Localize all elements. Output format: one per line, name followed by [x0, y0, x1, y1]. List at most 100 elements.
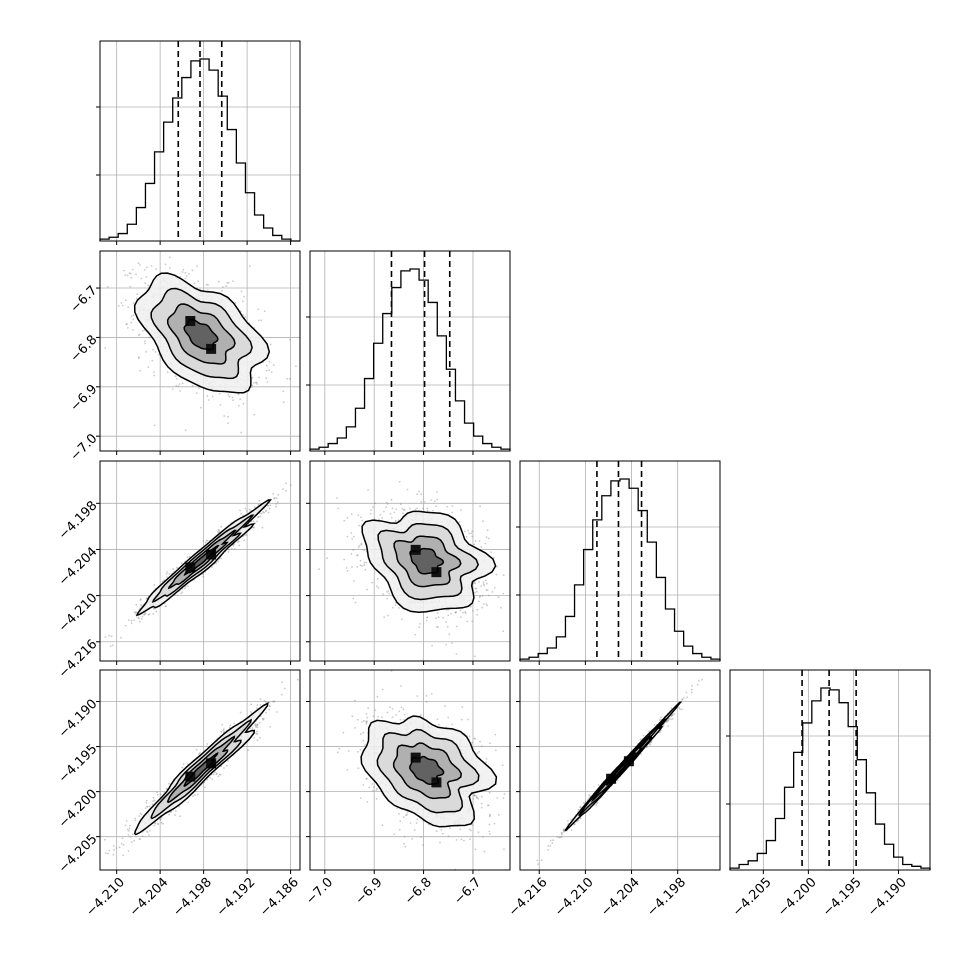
scatter-point: [202, 575, 205, 578]
scatter-point: [181, 562, 183, 564]
scatter-point: [165, 573, 168, 575]
scatter-point: [484, 542, 487, 545]
contour-line: [151, 514, 255, 603]
scatter-point: [154, 351, 157, 353]
scatter-point: [133, 619, 136, 621]
scatter-point: [153, 583, 156, 586]
scatter-point: [140, 618, 143, 620]
scatter-point: [445, 643, 447, 646]
scatter-point: [220, 557, 223, 560]
scatter-point: [261, 717, 264, 720]
scatter-point: [172, 388, 174, 390]
scatter-point: [436, 626, 438, 629]
scatter-point: [266, 381, 269, 383]
scatter-point: [188, 272, 190, 275]
scatter-point: [351, 566, 353, 568]
scatter-point: [268, 360, 271, 363]
scatter-point: [381, 517, 384, 519]
contour-line: [409, 547, 445, 575]
scatter-point: [272, 493, 274, 495]
scatter-point: [286, 377, 289, 380]
scatter-point: [458, 521, 461, 523]
scatter-point: [383, 616, 386, 618]
scatter-point: [202, 573, 204, 575]
scatter-point: [496, 565, 498, 568]
scatter-point: [211, 395, 214, 398]
scatter-point: [464, 612, 467, 615]
scatter-point: [390, 516, 393, 519]
scatter-point: [398, 480, 401, 483]
scatter-point: [363, 561, 366, 564]
scatter-point: [485, 603, 488, 605]
scatter-point: [230, 547, 233, 550]
panel-content: [104, 256, 297, 434]
scatter-point: [151, 359, 154, 362]
scatter-point: [369, 512, 372, 515]
contour-line: [377, 523, 480, 601]
scatter-point: [243, 295, 246, 298]
scatter-point: [263, 699, 266, 702]
scatter-point: [485, 589, 488, 591]
scatter-point: [172, 568, 175, 571]
scatter-point: [418, 490, 420, 493]
scatter-point: [181, 382, 184, 385]
scatter-point: [140, 277, 143, 280]
scatter-point: [178, 383, 181, 385]
scatter-point: [482, 603, 485, 605]
scatter-point: [416, 507, 418, 510]
scatter-point: [275, 503, 277, 505]
scatter-point: [419, 623, 421, 625]
scatter-point: [182, 268, 185, 271]
scatter-point: [233, 722, 236, 724]
scatter-point: [204, 541, 207, 544]
scatter-point: [112, 853, 115, 856]
scatter-point: [152, 348, 155, 351]
scatter-point: [160, 821, 163, 824]
histogram-step: [519, 478, 721, 661]
scatter-point: [296, 678, 299, 681]
scatter-point: [257, 504, 260, 506]
scatter-point: [289, 484, 292, 487]
scatter-point: [437, 626, 439, 628]
scatter-point: [254, 724, 257, 727]
scatter-point: [254, 506, 256, 508]
scatter-point: [270, 371, 273, 373]
scatter-point: [493, 587, 496, 589]
scatter-point: [432, 509, 434, 512]
scatter-point: [358, 524, 360, 527]
scatter-point: [370, 509, 372, 511]
scatter-point: [251, 376, 254, 379]
scatter-point: [451, 642, 453, 644]
scatter-point: [126, 274, 129, 277]
scatter-point: [433, 500, 436, 503]
scatter-point: [223, 415, 226, 417]
panel-frame: [519, 460, 721, 662]
scatter-point: [206, 743, 209, 745]
scatter-point: [211, 566, 213, 568]
scatter-point: [152, 613, 155, 615]
scatter-point: [255, 726, 257, 728]
scatter-point: [134, 819, 137, 822]
scatter-point: [139, 812, 142, 815]
scatter-point: [242, 402, 245, 405]
scatter-point: [217, 560, 220, 563]
panel-grid: [306, 251, 510, 455]
scatter-point: [358, 544, 361, 547]
scatter-point: [191, 269, 194, 272]
scatter-point: [366, 588, 368, 591]
scatter-point: [174, 810, 177, 812]
scatter-point: [209, 776, 211, 779]
scatter-point: [121, 304, 124, 307]
scatter-point: [251, 384, 254, 387]
scatter-point: [260, 512, 263, 515]
scatter-point: [126, 322, 128, 325]
scatter-point: [109, 645, 112, 647]
histogram-step: [99, 58, 300, 242]
scatter-point: [218, 280, 220, 283]
scatter-point: [474, 655, 476, 658]
scatter-point: [487, 594, 490, 597]
scatter-point: [435, 617, 437, 620]
scatter-point: [430, 499, 432, 501]
scatter-point: [403, 509, 405, 511]
scatter-point: [240, 290, 243, 293]
